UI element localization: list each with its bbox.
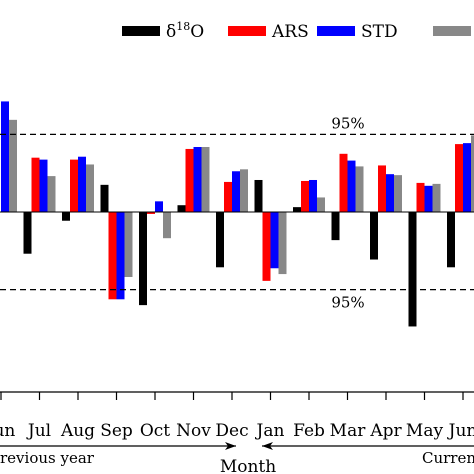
x-tick-label: Jun <box>0 421 15 441</box>
legend-swatch <box>317 26 355 36</box>
bar <box>355 166 364 212</box>
legend-label: ARS <box>271 22 309 42</box>
reference-line-label: 95% <box>331 114 364 132</box>
bar <box>216 212 224 268</box>
x-axis-title: Month <box>220 457 276 474</box>
bar <box>293 207 301 212</box>
legend-label: STD <box>361 22 398 42</box>
bar <box>455 144 463 212</box>
x-tick-label: Oct <box>140 421 170 441</box>
bar <box>86 164 94 212</box>
bar <box>9 119 17 212</box>
x-tick-label: Jul <box>26 421 51 441</box>
bar <box>139 212 147 306</box>
bar <box>339 153 348 212</box>
bar <box>408 212 417 327</box>
bar <box>100 184 109 212</box>
x-tick-label: Dec <box>215 421 248 441</box>
bar <box>447 212 455 268</box>
bar <box>301 180 309 212</box>
bar <box>70 159 78 212</box>
reference-lines: 95% 95% <box>0 114 474 312</box>
bar <box>163 212 171 239</box>
x-tick-label: Apr <box>369 421 402 441</box>
bar <box>62 212 70 221</box>
bar <box>347 160 356 212</box>
legend-swatch <box>228 26 266 36</box>
bar <box>394 175 402 212</box>
legend: δ18O ARS STD <box>122 20 471 42</box>
bar <box>1 101 9 212</box>
bar <box>262 212 271 281</box>
x-tick-label: Mar <box>330 421 367 441</box>
bar <box>201 147 210 212</box>
x-tick-label: May <box>406 421 444 441</box>
period-label-previous: revious year <box>0 449 95 467</box>
bar <box>78 156 86 212</box>
bar <box>39 159 48 212</box>
bar <box>23 212 32 254</box>
bar <box>270 212 279 269</box>
bar <box>317 197 325 212</box>
bar <box>124 212 133 277</box>
x-tick-label: Sep <box>100 421 133 441</box>
legend-swatch <box>122 26 160 36</box>
period-annotations: revious year Curren <box>0 442 474 467</box>
bar <box>185 148 194 212</box>
bar <box>155 201 163 212</box>
bars-layer <box>1 101 474 327</box>
reference-line-label: 95% <box>331 294 364 312</box>
bar <box>278 212 287 275</box>
bar <box>432 183 441 212</box>
x-tick-label: Feb <box>293 421 325 441</box>
bar <box>309 179 317 212</box>
legend-label: δ18O <box>166 20 204 42</box>
bar <box>416 182 425 212</box>
bar <box>177 205 186 212</box>
bar <box>331 212 340 241</box>
bar <box>31 157 40 212</box>
bar <box>471 135 474 212</box>
bar <box>47 176 56 212</box>
x-tick-label: Nov <box>176 421 211 441</box>
period-label-current: Curren <box>422 449 474 467</box>
legend-swatch <box>433 26 471 36</box>
bar <box>424 185 433 212</box>
bar <box>370 212 378 260</box>
x-tick-label: Aug <box>60 421 95 441</box>
arrow-head-right <box>225 442 236 450</box>
bar <box>108 212 117 300</box>
bar <box>116 212 125 300</box>
bar <box>240 169 248 212</box>
bar <box>378 165 386 212</box>
x-axis: JunJulAugSepOctNovDecJanFebMarAprMayJunM… <box>0 391 474 474</box>
arrow-head-left <box>262 442 273 450</box>
bar <box>147 212 155 214</box>
bar <box>232 171 240 212</box>
x-tick-label: Jan <box>255 421 285 441</box>
bar <box>254 179 263 212</box>
bar <box>463 143 471 212</box>
x-tick-label: Jun <box>447 421 474 441</box>
bar <box>386 174 394 212</box>
bar <box>224 181 232 212</box>
bar <box>193 147 202 212</box>
